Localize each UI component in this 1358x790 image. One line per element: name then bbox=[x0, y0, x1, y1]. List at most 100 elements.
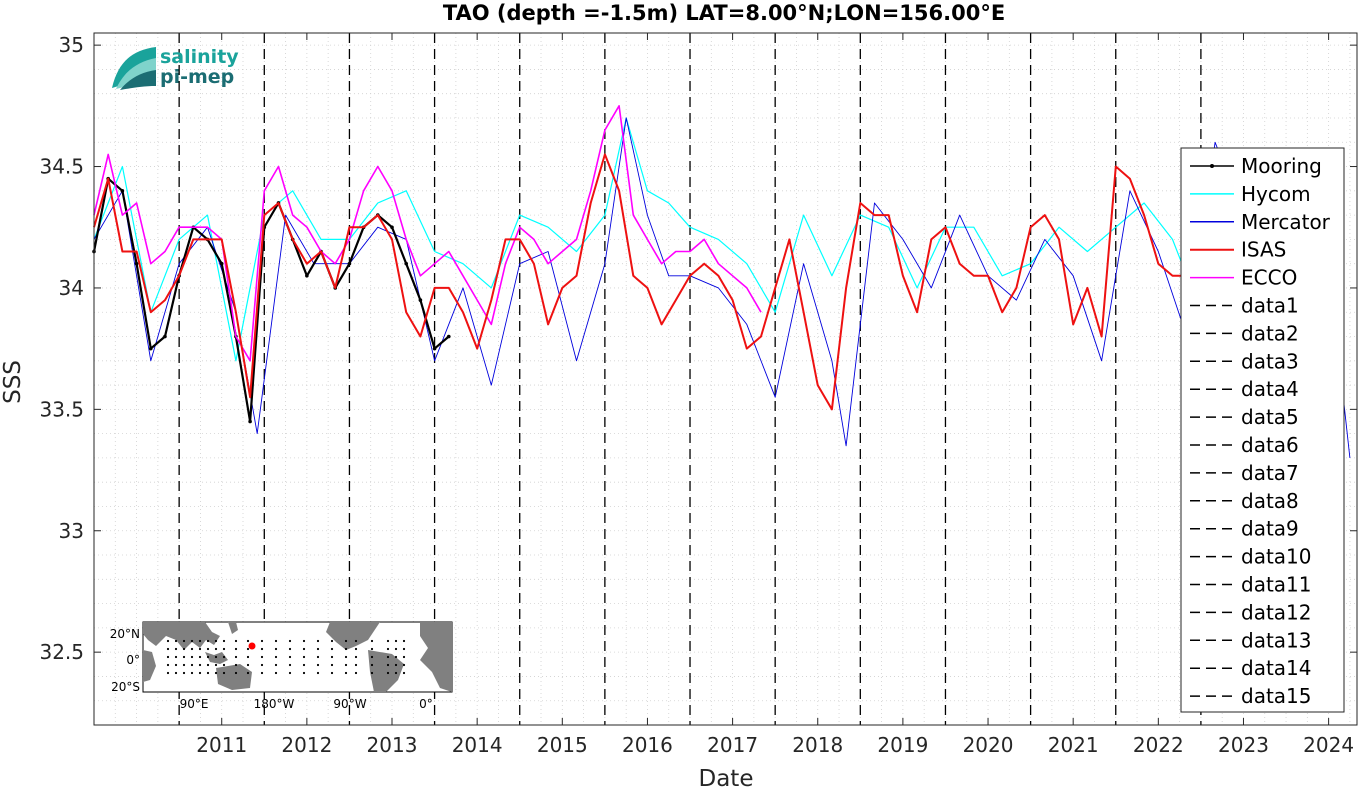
map-mooring-dot bbox=[214, 655, 218, 659]
map-mooring-dot bbox=[344, 655, 348, 659]
series-point-mooring bbox=[148, 346, 153, 351]
x-tick-label: 2018 bbox=[792, 733, 843, 757]
map-mooring-dot bbox=[402, 647, 406, 651]
map-mooring-dot bbox=[316, 671, 320, 675]
map-mooring-dot bbox=[330, 647, 334, 651]
legend-item: data1 bbox=[1190, 294, 1299, 318]
map-mooring-dot bbox=[182, 671, 186, 675]
map-mooring-dot bbox=[174, 639, 178, 643]
y-tick-label: 34.5 bbox=[39, 155, 84, 179]
x-tick-label: 2024 bbox=[1303, 733, 1354, 757]
map-mooring-dot bbox=[386, 663, 390, 667]
salinity-wave-logo-icon bbox=[112, 47, 156, 90]
map-mooring-dot bbox=[316, 647, 320, 651]
legend-item: ISAS bbox=[1190, 238, 1286, 262]
legend-label: data10 bbox=[1241, 545, 1312, 569]
legend-label: Mercator bbox=[1241, 210, 1331, 234]
map-mooring-dot bbox=[246, 647, 250, 651]
map-mooring-dot bbox=[190, 647, 194, 651]
legend-box bbox=[1180, 147, 1345, 713]
legend-item: Hycom bbox=[1190, 182, 1311, 206]
map-lon-tick: 180°W bbox=[254, 697, 295, 711]
map-mooring-dot bbox=[344, 671, 348, 675]
map-mooring-dot bbox=[214, 639, 218, 643]
map-mooring-dot bbox=[198, 663, 202, 667]
map-mooring-dot bbox=[206, 663, 210, 667]
series-point-mooring bbox=[248, 419, 252, 424]
map-mooring-dot bbox=[302, 663, 306, 667]
map-mooring-dot bbox=[182, 663, 186, 667]
map-mooring-dot bbox=[206, 647, 210, 651]
legend-label: data12 bbox=[1241, 600, 1312, 624]
legend-label: data9 bbox=[1241, 517, 1299, 541]
map-mooring-dot bbox=[166, 639, 170, 643]
map-mooring-dot bbox=[370, 647, 374, 651]
map-mooring-dot bbox=[246, 639, 250, 643]
map-mooring-dot bbox=[288, 671, 292, 675]
x-tick-label: 2020 bbox=[963, 733, 1014, 757]
map-mooring-dot bbox=[344, 639, 348, 643]
legend-label: data11 bbox=[1241, 573, 1312, 597]
legend-item: data2 bbox=[1190, 321, 1299, 345]
map-mooring-dot bbox=[274, 671, 278, 675]
legend-label: data2 bbox=[1241, 321, 1299, 345]
map-mooring-dot bbox=[386, 639, 390, 643]
axes-box bbox=[93, 32, 1358, 726]
legend-item: Mooring bbox=[1190, 154, 1322, 178]
map-mooring-dot bbox=[370, 639, 374, 643]
legend-item: data13 bbox=[1190, 628, 1312, 652]
map-mooring-dot bbox=[370, 663, 374, 667]
x-tick-label: 2011 bbox=[196, 733, 247, 757]
salinity-pi-mep-logo: salinity pi-mep bbox=[112, 46, 239, 90]
map-mooring-dot bbox=[214, 663, 218, 667]
map-mooring-dot bbox=[222, 671, 226, 675]
legend-label: data8 bbox=[1241, 489, 1299, 513]
map-mooring-dot bbox=[274, 663, 278, 667]
legend-item: data7 bbox=[1190, 461, 1299, 485]
grid-lines bbox=[93, 33, 1357, 726]
map-lat-tick: 20°S bbox=[111, 680, 140, 694]
x-tick-label: 2013 bbox=[367, 733, 418, 757]
legend-item: Mercator bbox=[1190, 210, 1331, 234]
legend-marker bbox=[1210, 164, 1214, 168]
x-tick-label: 2019 bbox=[877, 733, 928, 757]
series-point-mooring bbox=[219, 261, 224, 266]
map-mooring-dot bbox=[288, 639, 292, 643]
map-mooring-dot bbox=[182, 639, 186, 643]
series-point-mooring bbox=[404, 261, 409, 266]
y-tick-label: 33 bbox=[59, 519, 84, 543]
map-mooring-dot bbox=[386, 655, 390, 659]
map-mooring-dot bbox=[206, 655, 210, 659]
series-point-mooring bbox=[120, 189, 125, 193]
map-mooring-dot bbox=[302, 655, 306, 659]
map-mooring-dot bbox=[316, 639, 320, 643]
map-lat-tick: 20°N bbox=[110, 627, 140, 641]
map-mooring-dot bbox=[234, 671, 238, 675]
map-mooring-dot bbox=[288, 647, 292, 651]
map-mooring-dot bbox=[402, 655, 406, 659]
legend-item: data15 bbox=[1190, 684, 1312, 708]
map-mooring-dot bbox=[386, 671, 390, 675]
legend-label: data5 bbox=[1241, 405, 1299, 429]
year-dashed-lines bbox=[178, 33, 1202, 725]
legend-label: data15 bbox=[1241, 684, 1312, 708]
map-lon-tick: 90°E bbox=[180, 697, 209, 711]
x-tick-label: 2015 bbox=[537, 733, 588, 757]
series-point-mooring bbox=[305, 274, 309, 278]
y-tick-label: 35 bbox=[59, 33, 84, 57]
series-point-mooring bbox=[418, 298, 423, 302]
map-mooring-dot bbox=[234, 655, 238, 659]
map-mooring-dot bbox=[206, 639, 210, 643]
legend-item: data3 bbox=[1190, 349, 1299, 373]
map-mooring-dot bbox=[222, 647, 226, 651]
map-mooring-dot bbox=[370, 671, 374, 675]
map-mooring-dot bbox=[222, 639, 226, 643]
map-mooring-dot bbox=[246, 655, 250, 659]
legend-item: data5 bbox=[1190, 405, 1299, 429]
map-mooring-dot bbox=[182, 647, 186, 651]
map-mooring-dot bbox=[316, 655, 320, 659]
map-mooring-dot bbox=[198, 655, 202, 659]
map-mooring-dot bbox=[174, 671, 178, 675]
logo-line1: salinity bbox=[160, 46, 239, 68]
